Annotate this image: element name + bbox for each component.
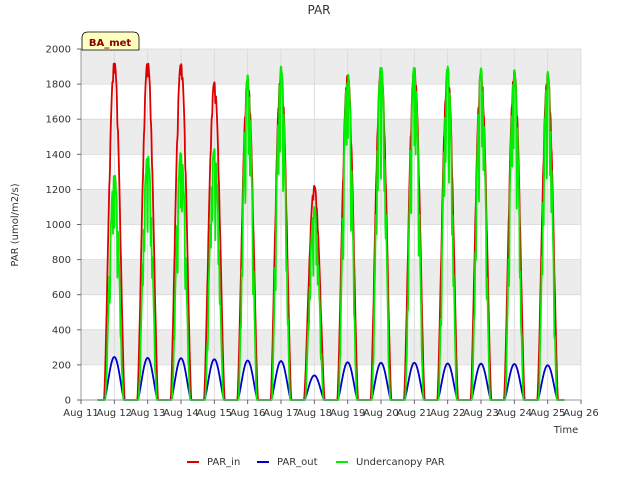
x-tick-label: Aug 22 xyxy=(430,408,465,419)
site-badge: BA_met xyxy=(81,31,140,51)
x-tick-label: Aug 17 xyxy=(263,408,298,419)
x-tick-label: Aug 11 xyxy=(63,408,98,419)
x-tick-label: Aug 20 xyxy=(363,408,398,419)
y-tick-label: 400 xyxy=(52,325,71,336)
plot-band xyxy=(81,49,581,85)
y-tick-label: 0 xyxy=(65,396,71,407)
x-tick-label: Aug 21 xyxy=(397,408,432,419)
x-tick-label: Aug 14 xyxy=(163,408,198,419)
chart-title: PAR xyxy=(307,3,330,17)
x-tick-label: Aug 23 xyxy=(463,408,498,419)
x-tick-label: Aug 16 xyxy=(230,408,265,419)
y-tick-label: 800 xyxy=(52,255,71,266)
y-tick-label: 200 xyxy=(52,360,71,371)
legend-label: Undercanopy PAR xyxy=(356,457,445,468)
plot-band xyxy=(81,259,581,295)
legend: PAR_in PAR_out Undercanopy PAR xyxy=(187,457,445,468)
plot-band xyxy=(81,189,581,225)
legend-label: PAR_in xyxy=(207,457,240,468)
y-tick-label: 1600 xyxy=(46,115,71,126)
x-tick-label: Aug 24 xyxy=(497,408,532,419)
x-tick-label: Aug 25 xyxy=(530,408,565,419)
x-tick-label: Aug 19 xyxy=(330,408,365,419)
x-axis-label: Time xyxy=(553,425,578,436)
y-tick-label: 1200 xyxy=(46,185,71,196)
y-tick-labels: 0 200 400 600 800 1000 1200 1400 1600 1800 2000 xyxy=(46,45,81,407)
y-tick-label: 1800 xyxy=(46,80,71,91)
y-tick-label: 2000 xyxy=(46,45,71,56)
x-tick-label: Aug 18 xyxy=(297,408,332,419)
x-tick-label: Aug 26 xyxy=(563,408,598,419)
y-tick-label: 1000 xyxy=(46,220,71,231)
legend-entry-par-in: PAR_in xyxy=(187,457,240,468)
site-label: BA_met xyxy=(89,38,132,49)
legend-entry-undercanopy-par: Undercanopy PAR xyxy=(336,457,445,468)
legend-entry-par-out: PAR_out xyxy=(257,457,318,468)
x-tick-label: Aug 12 xyxy=(97,408,132,419)
plot-band xyxy=(81,329,581,365)
x-tick-label: Aug 15 xyxy=(197,408,232,419)
site-badge-box xyxy=(81,31,140,51)
x-tick-label: Aug 13 xyxy=(130,408,165,419)
y-axis-label: PAR (umol/m2/s) xyxy=(10,183,21,266)
y-tick-label: 1400 xyxy=(46,150,71,161)
plot-band xyxy=(81,119,581,155)
legend-label: PAR_out xyxy=(277,457,318,468)
y-tick-label: 600 xyxy=(52,290,71,301)
